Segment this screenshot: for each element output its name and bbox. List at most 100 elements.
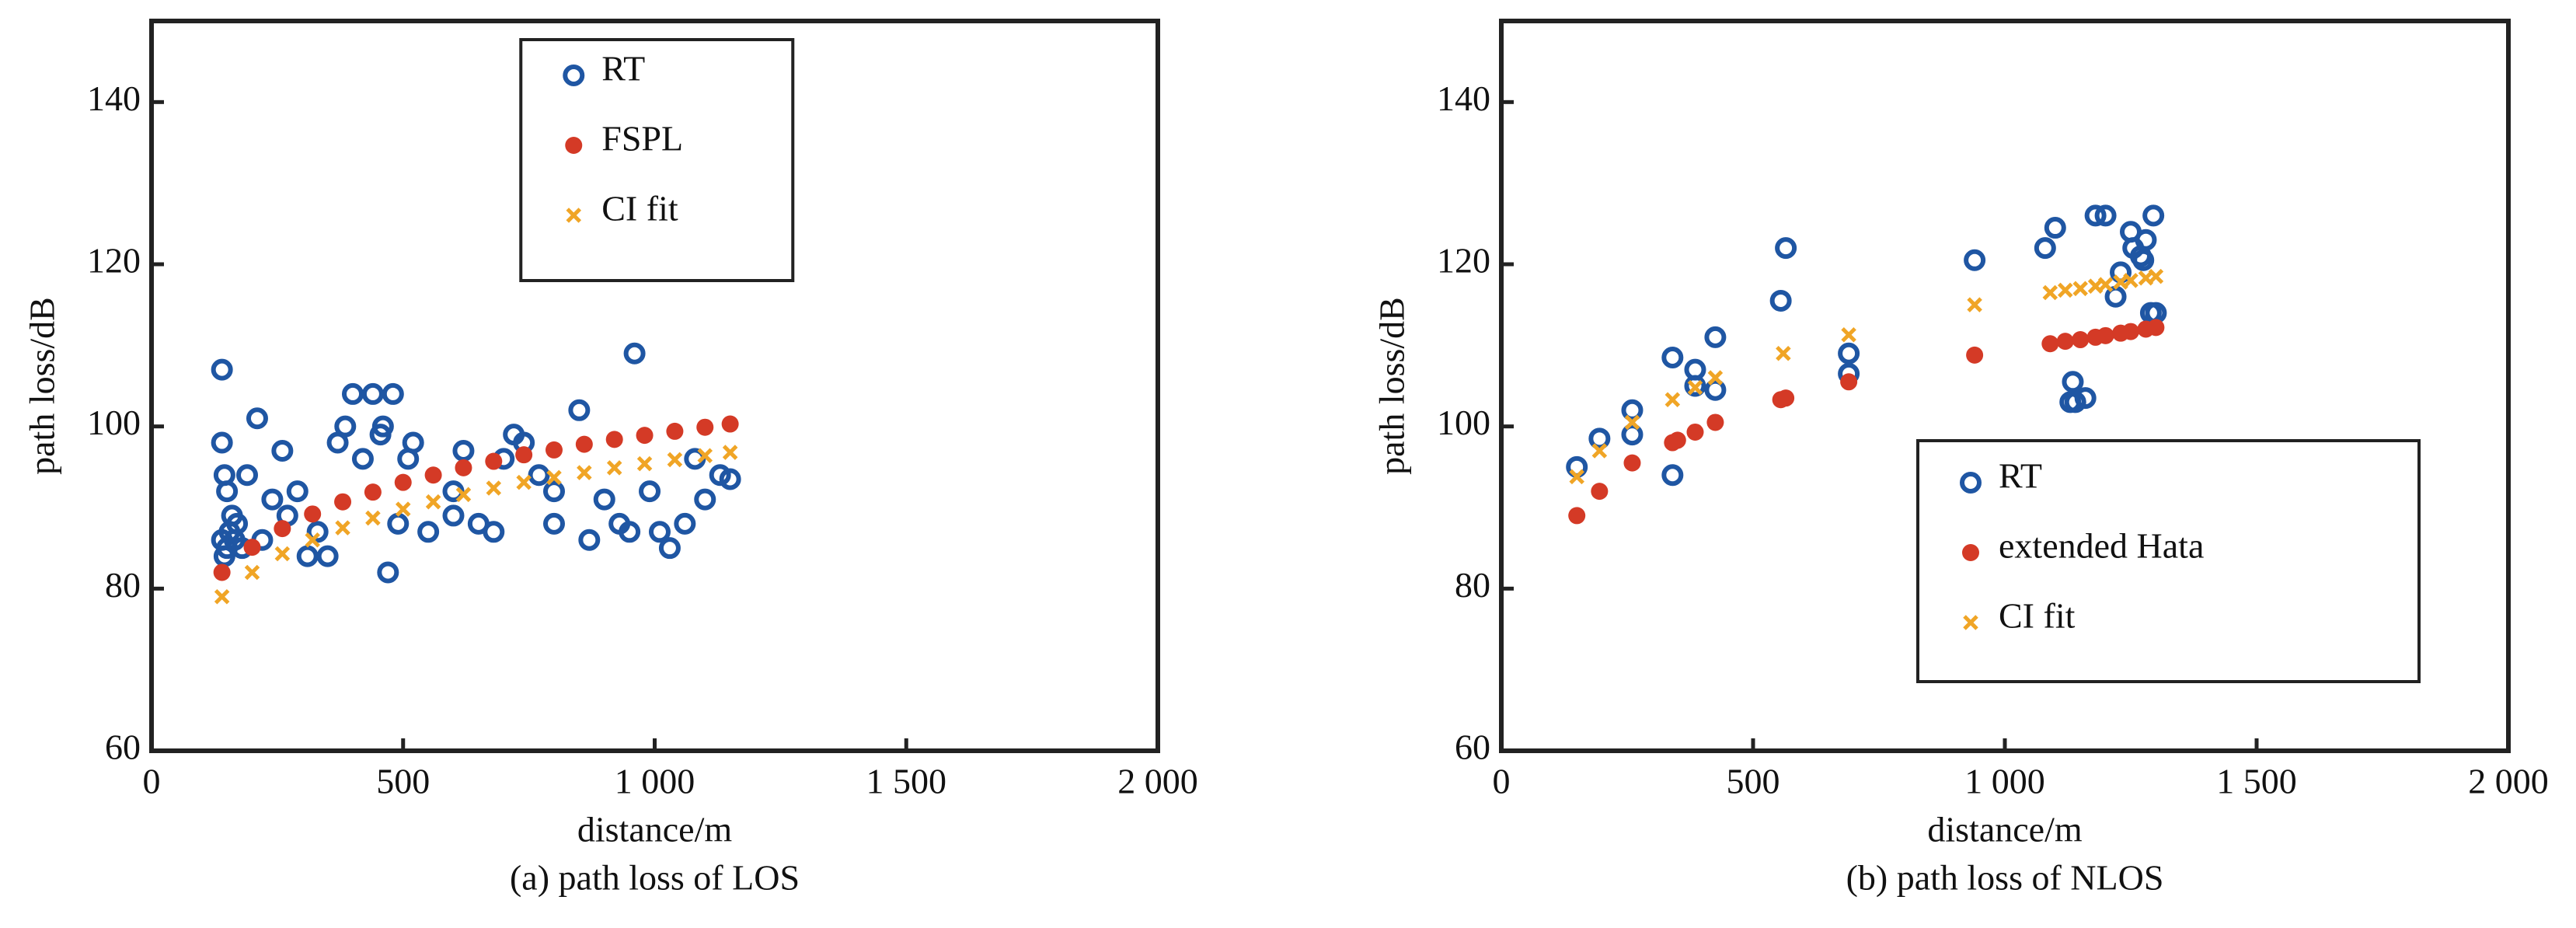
legend-marker [563,65,585,86]
data-point [636,455,653,472]
data-point [2135,229,2157,251]
data-point [1568,507,1586,525]
legend-marker [1960,472,1982,494]
data-point [361,382,384,405]
data-point [2148,268,2164,284]
data-point [1668,431,1686,449]
data-point [1706,413,1724,431]
y-tick-label: 140 [1437,78,1490,118]
data-point [244,564,260,581]
data-point [674,512,696,535]
data-point [1687,379,1703,396]
y-tick-label: 80 [1455,565,1490,605]
x-tick-label: 1 000 [1964,762,2045,801]
data-point [568,399,591,421]
data-point [1704,326,1727,348]
data-point [528,464,550,487]
data-point [455,459,472,476]
data-point [2057,282,2073,298]
data-point [1684,358,1706,381]
data-point [1591,483,1609,501]
data-point [2097,326,2114,344]
data-point [696,418,714,436]
data-point [394,473,412,491]
data-point [721,415,739,433]
data-point [2097,277,2114,292]
data-point [639,480,661,503]
y-tick-label: 60 [1455,727,1490,767]
data-point [667,452,683,468]
data-point [271,439,294,462]
x-tick-label: 500 [376,762,430,801]
data-point [546,441,563,459]
x-axis-label: distance/m [577,810,732,850]
data-point [2142,204,2165,227]
data-point [1964,249,1986,271]
data-point [2147,319,2165,337]
data-point [1777,389,1795,407]
data-point [1704,379,1727,401]
legend-label: extended Hata [1999,526,2204,566]
data-point [1624,414,1640,431]
data-point [2064,391,2086,413]
y-tick-label: 100 [1437,403,1490,442]
y-tick-label: 100 [87,403,141,442]
data-point [395,501,411,517]
data-point [2072,281,2088,297]
legend-label: RT [1999,456,2042,496]
caption: (b) path loss of NLOS [1846,858,2164,898]
data-point [1623,454,1641,472]
data-point [387,512,410,535]
data-point [364,483,382,501]
data-point [2056,333,2074,351]
x-tick-label: 2 000 [1117,762,1198,801]
x-tick-label: 500 [1727,762,1780,801]
x-tick-label: 1 000 [615,762,695,801]
data-point [575,435,593,453]
data-point [486,480,502,496]
data-point [306,521,329,543]
y-tick-label: 140 [87,78,141,118]
legend-label: FSPL [601,119,683,159]
data-point [382,382,404,405]
data-point [216,480,239,503]
data-point [2044,217,2066,239]
data-point [455,487,472,503]
data-point [485,452,503,470]
data-point [722,445,738,460]
legend-marker [1963,615,1978,630]
y-tick-label: 120 [87,241,141,281]
x-tick-label: 1 500 [866,762,947,801]
data-point [335,520,350,536]
data-point [286,480,308,503]
data-point [213,563,231,581]
data-point [577,465,592,480]
legend-label: CI fit [1999,596,2076,636]
data-point [2132,249,2155,271]
data-point [211,431,233,454]
x-tick-label: 0 [143,762,161,801]
data-point [694,488,716,511]
data-point [666,422,684,440]
data-point [636,427,654,445]
data-point [719,468,741,490]
data-point [2122,323,2139,340]
data-point [304,505,322,523]
data-point [365,510,381,526]
caption: (a) path loss of LOS [510,858,800,898]
data-point [425,494,441,510]
data-point [1569,469,1584,485]
x-axis-label: distance/m [1927,810,2082,850]
data-point [296,545,319,567]
data-point [334,493,352,511]
data-point [226,512,249,535]
data-point [516,474,532,490]
data-point [623,342,646,365]
data-point [1591,443,1608,459]
data-point [243,539,261,556]
legend-box [519,38,795,282]
data-point [697,448,713,463]
data-point [261,488,284,511]
